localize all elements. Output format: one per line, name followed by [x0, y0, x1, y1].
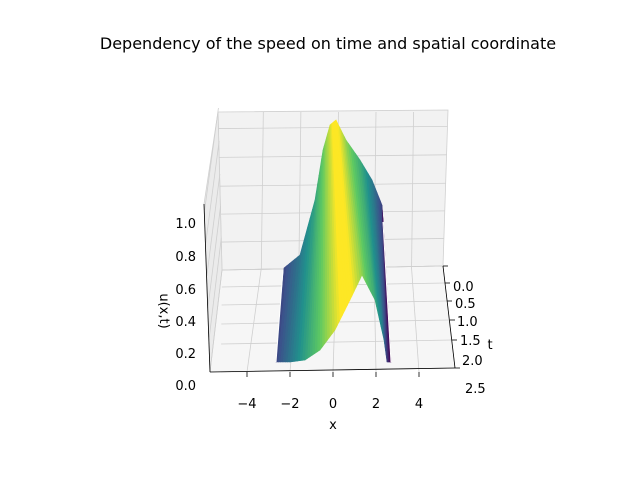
x-tick-label: 0 — [329, 397, 337, 412]
x-back-gridline — [298, 111, 302, 269]
x-floor-gridline — [411, 267, 420, 373]
x-back-gridline — [411, 111, 414, 269]
surface-plot — [275, 119, 392, 363]
x-tick-label: −4 — [237, 397, 256, 412]
z-tick-label: 1.0 — [175, 217, 196, 232]
t-tick-label: 0.0 — [453, 280, 474, 295]
z-left-gridline — [204, 107, 219, 211]
surface-edge-right — [382, 221, 392, 363]
z-left-gridline — [206, 173, 221, 277]
x-axis-line — [209, 367, 456, 373]
z-tick-label: 0.8 — [175, 250, 196, 265]
z-tick-label: 0.0 — [175, 379, 196, 394]
x-back-gridline — [260, 111, 264, 269]
surface-edge-left — [275, 269, 284, 363]
t-tick-label: 0.5 — [455, 297, 476, 312]
z-axis-label: u(x,t) — [156, 293, 171, 328]
x-tick-label: 2 — [372, 397, 380, 412]
t-floor-gridline — [221, 339, 453, 345]
z-axis-line — [203, 203, 211, 373]
t-tick-label: 2.0 — [462, 354, 483, 369]
t-axis-line — [442, 265, 456, 369]
t-axis-label: t — [487, 338, 492, 353]
z-left-gridline — [205, 140, 220, 244]
axes: −4 −2 0 2 4 0.0 0.5 1.0 1.5 2.0 2.5 0.0 0.2 0.4 0.6 0.8… — [175, 203, 486, 412]
t-tick-label: 2.5 — [465, 382, 486, 397]
x-tick-label: −2 — [280, 397, 299, 412]
z-left-gridline — [209, 269, 223, 373]
z-left-gridline — [208, 237, 222, 341]
x-tick-label: 4 — [415, 397, 423, 412]
t-tick-label: 1.0 — [457, 315, 478, 330]
z-left-gridline — [207, 205, 221, 309]
z-tick-label: 0.2 — [175, 347, 196, 362]
chart-title: Dependency of the speed on time and spat… — [100, 34, 556, 53]
z-tick-label: 0.6 — [175, 283, 196, 298]
t-tick-label: 1.5 — [460, 334, 481, 349]
x-axis-label: x — [329, 418, 337, 433]
z-tick-label: 0.4 — [175, 315, 196, 330]
x-floor-gridline — [246, 267, 262, 373]
